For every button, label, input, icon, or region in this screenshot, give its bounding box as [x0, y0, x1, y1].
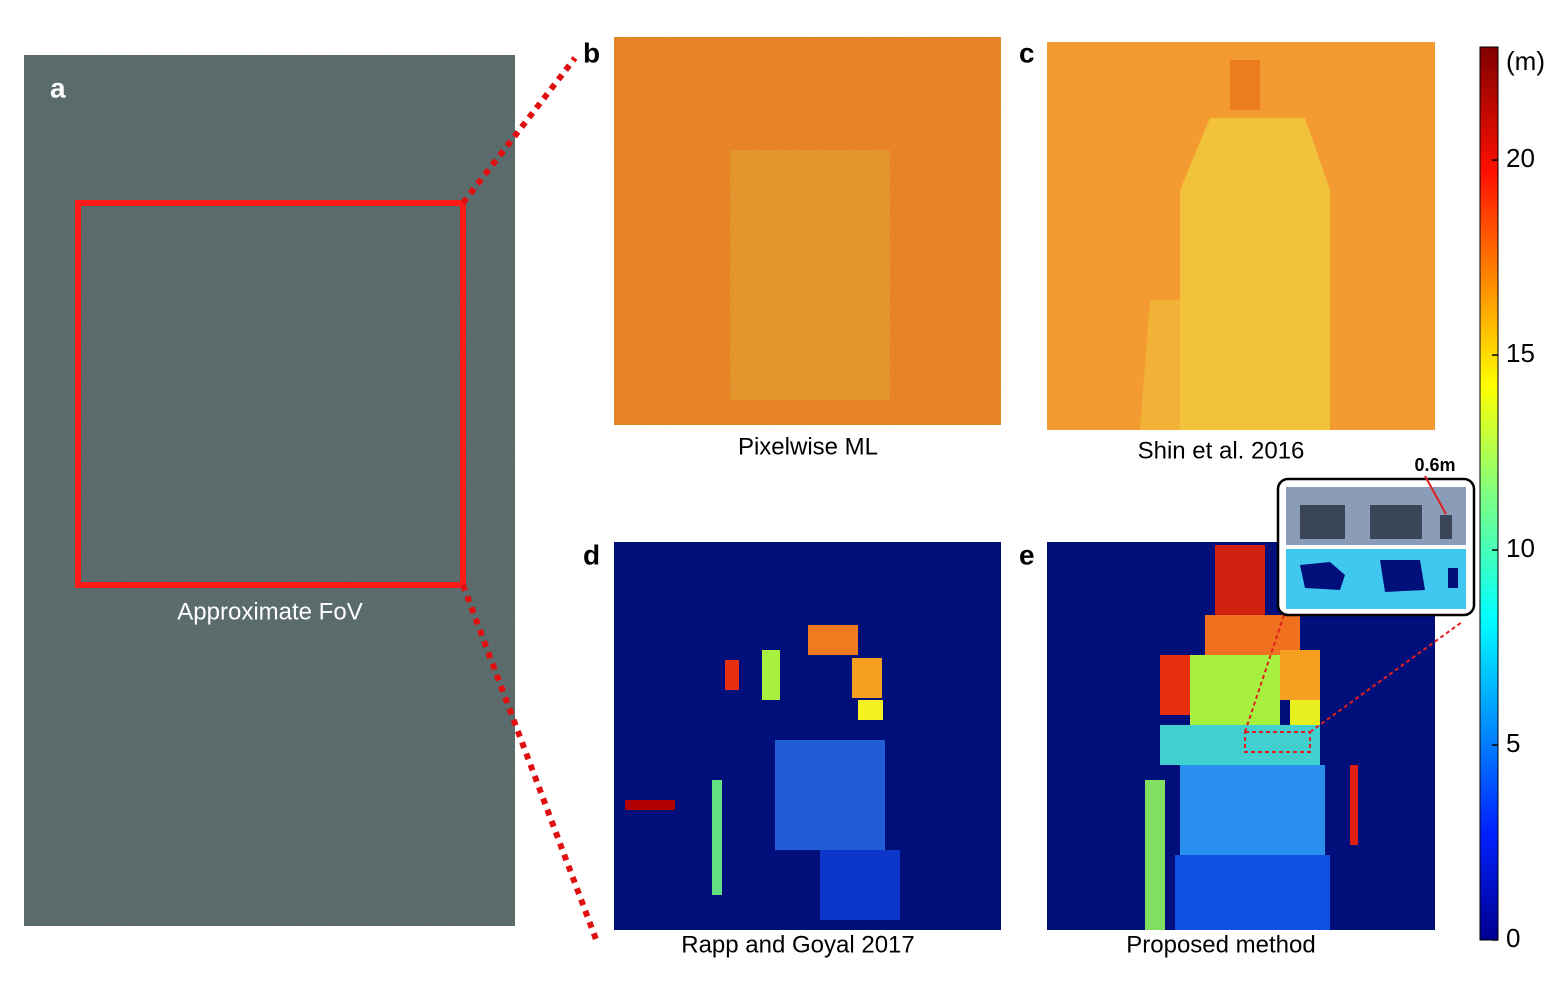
- depth-region: [1215, 545, 1265, 615]
- zoom-line: [1309, 621, 1463, 733]
- depth-region: [1180, 118, 1330, 430]
- panel-letter: e: [1019, 539, 1035, 570]
- window: [1370, 505, 1422, 539]
- depth-region: [1190, 655, 1280, 725]
- panel-d: d Rapp and Goyal 2017: [583, 539, 1001, 958]
- window-depth: [1300, 562, 1345, 590]
- colorbar-gradient: [1479, 46, 1499, 941]
- depth-region: [1145, 780, 1165, 930]
- depth-region: [712, 780, 722, 895]
- pointer: [1424, 475, 1447, 515]
- depth-region: [1140, 300, 1180, 430]
- caption: Rapp and Goyal 2017: [681, 931, 915, 958]
- depth-region: [1180, 765, 1325, 855]
- depth-region: [1350, 765, 1358, 845]
- caption: Proposed method: [1126, 931, 1315, 958]
- depth-region: [625, 800, 675, 810]
- depth-map: [614, 542, 1001, 930]
- depth-region: [1280, 650, 1320, 700]
- zoom-line: [1244, 611, 1286, 733]
- window: [1440, 515, 1452, 539]
- depth-region: [775, 740, 885, 850]
- panel-letter: d: [583, 539, 600, 570]
- panel-a: a Approximate FoV: [24, 55, 600, 944]
- panel-letter: b: [583, 37, 600, 68]
- depth-region: [725, 660, 739, 690]
- depth-region: [1160, 725, 1320, 765]
- depth-region: [762, 650, 780, 700]
- window: [1300, 505, 1345, 539]
- tick-label: 15: [1506, 338, 1535, 368]
- zoom-line: [460, 583, 600, 944]
- tick-label: 10: [1506, 533, 1535, 563]
- panel-c: c Shin et al. 2016: [1019, 37, 1435, 464]
- caption: Shin et al. 2016: [1138, 437, 1305, 464]
- panel-letter: c: [1019, 37, 1035, 68]
- depth-region: [730, 150, 890, 400]
- inset: 0.6m: [1276, 455, 1476, 617]
- depth-region: [808, 625, 858, 655]
- depth-region: [1230, 60, 1260, 110]
- depth-region: [820, 850, 900, 920]
- photo: [24, 55, 515, 926]
- colorbar-label: (m): [1506, 46, 1545, 76]
- window-depth: [1380, 560, 1425, 592]
- depth-region: [1160, 655, 1190, 715]
- fov-box: [75, 200, 466, 588]
- panel-letter: a: [50, 72, 66, 103]
- inset-label: 0.6m: [1414, 455, 1455, 475]
- depth-region: [1175, 855, 1330, 930]
- depth-region: [852, 658, 882, 698]
- caption: Approximate FoV: [177, 598, 362, 625]
- colorbar: (m) 0 5 10 15 20: [1479, 46, 1545, 953]
- caption: Pixelwise ML: [738, 433, 878, 460]
- tick-label: 5: [1506, 728, 1520, 758]
- tick-label: 20: [1506, 143, 1535, 173]
- panel-b: b Pixelwise ML: [583, 37, 1001, 460]
- window-depth: [1448, 568, 1458, 588]
- tick-label: 0: [1506, 923, 1520, 953]
- depth-region: [858, 700, 883, 720]
- depth-region: [1205, 615, 1300, 655]
